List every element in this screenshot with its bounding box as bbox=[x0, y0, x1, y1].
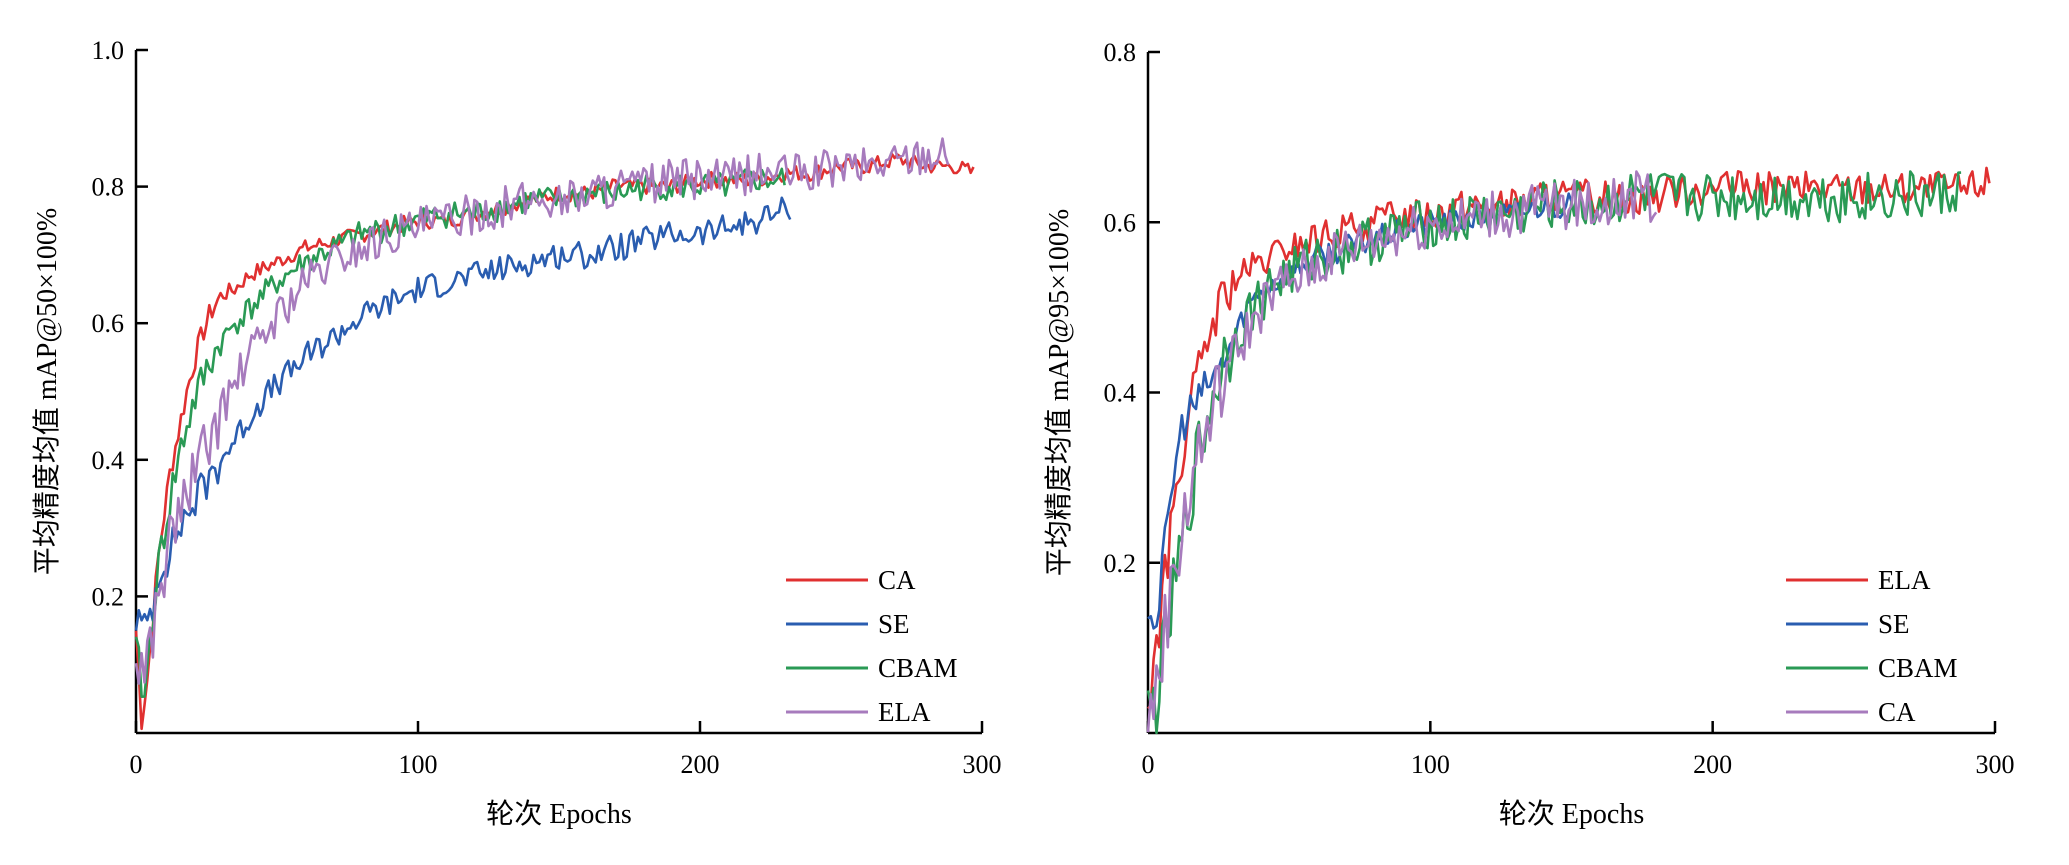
series-line-ela bbox=[134, 137, 950, 685]
series-line-cbam bbox=[134, 167, 786, 699]
x-tick-label: 300 bbox=[963, 750, 1002, 779]
legend-label-ca: CA bbox=[1878, 697, 1916, 727]
y-tick-label: 0.2 bbox=[92, 582, 125, 611]
y-tick-label: 0.4 bbox=[1104, 379, 1137, 408]
legend-label-ela: ELA bbox=[878, 697, 931, 727]
y-tick-label: 0.6 bbox=[92, 309, 125, 338]
legend-label-se: SE bbox=[1878, 609, 1910, 639]
y-tick-label: 0.8 bbox=[1104, 38, 1137, 67]
legend-label-se: SE bbox=[878, 609, 910, 639]
series-line-cbam bbox=[1146, 170, 1962, 735]
x-tick-label: 100 bbox=[399, 750, 438, 779]
y-axis-title: 平均精度均值 mAP@95×100% bbox=[1043, 209, 1075, 576]
series-line-se bbox=[134, 196, 792, 631]
x-tick-label: 0 bbox=[1142, 750, 1155, 779]
y-tick-label: 0.4 bbox=[92, 446, 125, 475]
left-chart-panel: 0.2 0.4 0.6 0.8 1.0 0 100 200 300 轮次 Epochs 平均精度均值… bbox=[31, 36, 1002, 830]
x-tick-label: 0 bbox=[130, 750, 143, 779]
x-axis-title: 轮次 Epochs bbox=[1499, 798, 1644, 830]
legend-label-ela: ELA bbox=[1878, 565, 1931, 595]
legend-label-cbam: CBAM bbox=[878, 653, 958, 683]
x-tick-label: 300 bbox=[1976, 750, 2015, 779]
y-tick-label: 0.2 bbox=[1104, 549, 1137, 578]
series-line-ca bbox=[1146, 170, 1658, 733]
x-tick-label: 200 bbox=[681, 750, 720, 779]
y-axis-title: 平均精度均值 mAP@50×100% bbox=[31, 208, 63, 575]
y-tick-label: 0.8 bbox=[92, 173, 125, 202]
y-tick-label: 0.6 bbox=[1104, 208, 1137, 237]
x-axis-title: 轮次 Epochs bbox=[486, 798, 631, 830]
legend-label-ca: CA bbox=[878, 565, 916, 595]
x-tick-label: 100 bbox=[1411, 750, 1450, 779]
legend-label-cbam: CBAM bbox=[1878, 653, 1958, 683]
x-tick-label: 200 bbox=[1693, 750, 1732, 779]
series-line-ela bbox=[1147, 166, 1991, 710]
series-line-ca bbox=[134, 152, 975, 731]
y-tick-label: 1.0 bbox=[92, 36, 125, 65]
right-chart-panel: 0.2 0.4 0.6 0.8 0 100 200 300 轮次 Epochs 平均精度均值 mA… bbox=[1043, 38, 2015, 830]
